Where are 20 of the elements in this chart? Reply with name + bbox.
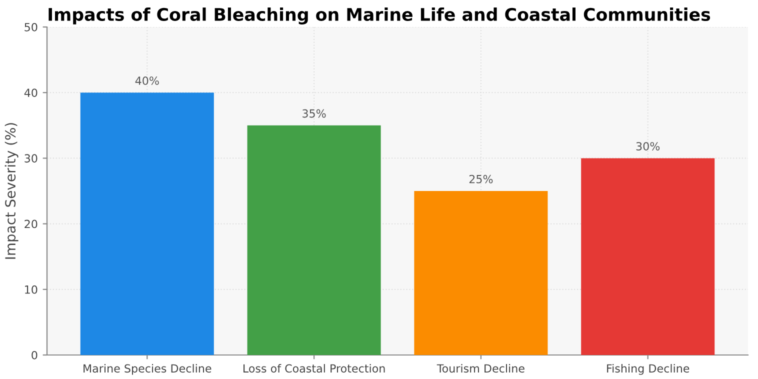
y-tick-label: 50 (24, 22, 38, 32)
bar (581, 158, 715, 355)
bar (414, 191, 548, 355)
y-axis-title: Impact Severity (%) (4, 123, 18, 259)
data-label: 40% (135, 76, 159, 85)
x-tick-label: Loss of Coastal Protection (243, 364, 385, 373)
y-tick-label: 40 (24, 88, 38, 97)
data-label: 25% (469, 174, 493, 184)
data-label: 30% (636, 142, 660, 150)
y-tick-label: 20 (24, 220, 38, 228)
x-tick-label: Tourism Decline (436, 364, 524, 373)
bar (247, 125, 381, 355)
x-tick-label: Fishing Decline (607, 364, 690, 375)
y-tick-label: 10 (25, 285, 38, 294)
chart-title: Impacts of Coral Bleaching on Marine Life and Coastal Communities (48, 8, 710, 24)
x-tick-label: Marine Species Decline (84, 364, 212, 375)
data-label: 35% (302, 109, 326, 118)
y-tick-label: 0 (32, 350, 38, 360)
bar (80, 92, 214, 355)
y-tick-label: 30 (24, 154, 38, 163)
